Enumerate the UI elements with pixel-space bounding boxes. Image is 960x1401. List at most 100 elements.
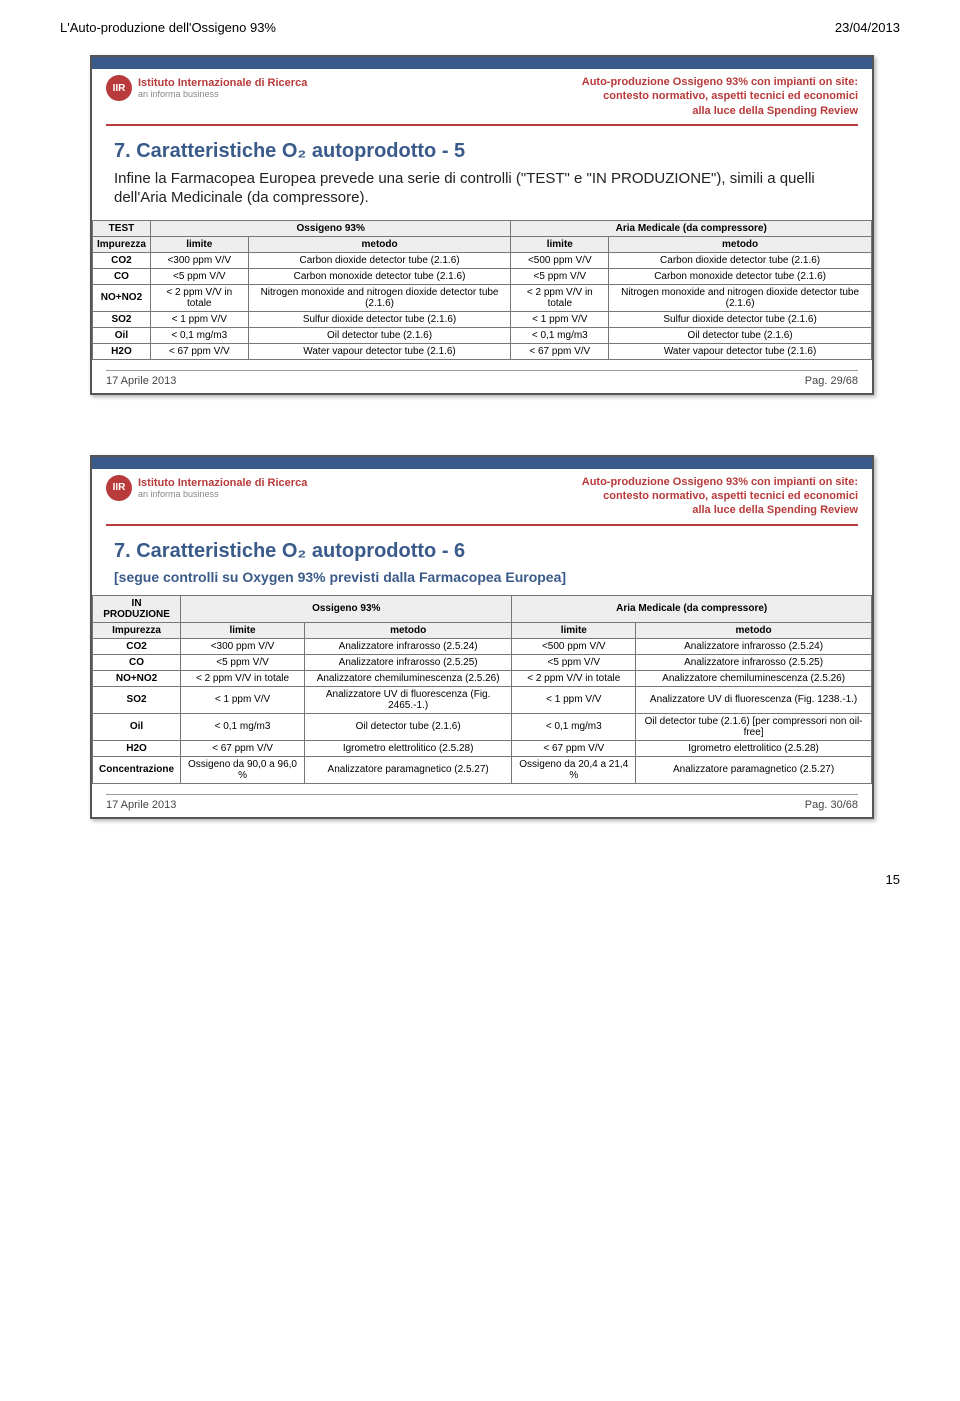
table-row: CO<5 ppm V/VCarbon monoxide detector tub… <box>93 268 872 284</box>
table-row: SO2< 1 ppm V/VSulfur dioxide detector tu… <box>93 311 872 327</box>
table-cell: Oil detector tube (2.1.6) <box>248 327 511 343</box>
slide-topbar <box>92 457 872 469</box>
table-cell: Analizzatore paramagnetico (2.5.27) <box>636 756 872 783</box>
table-cell: NO+NO2 <box>93 284 151 311</box>
footer-page: Pag. 30/68 <box>805 799 858 811</box>
col-header: Impurezza <box>93 236 151 252</box>
table-cell: < 67 ppm V/V <box>181 740 305 756</box>
table-cell: Analizzatore UV di fluorescenza (Fig. 24… <box>304 686 511 713</box>
table-cell: Carbon monoxide detector tube (2.1.6) <box>248 268 511 284</box>
logo-name: Istituto Internazionale di Ricerca <box>138 77 307 89</box>
logo-icon: IIR <box>106 475 132 501</box>
table-cell: Concentrazione <box>93 756 181 783</box>
table-row: H2O< 67 ppm V/VIgrometro elettrolitico (… <box>93 740 872 756</box>
logo-block: IIR Istituto Internazionale di Ricerca a… <box>106 75 307 101</box>
table-cell: <500 ppm V/V <box>511 252 609 268</box>
table-cell: CO <box>93 268 151 284</box>
col-group: Ossigeno 93% <box>181 595 512 622</box>
table-cell: Carbon dioxide detector tube (2.1.6) <box>609 252 872 268</box>
table-cell: Water vapour detector tube (2.1.6) <box>609 343 872 359</box>
table-cell: <300 ppm V/V <box>150 252 248 268</box>
table-cell: Igrometro elettrolitico (2.5.28) <box>636 740 872 756</box>
table-cell: CO2 <box>93 638 181 654</box>
slide-title: 7. Caratteristiche O₂ autoprodotto - 6 <box>92 526 872 569</box>
logo-sub: an informa business <box>138 489 307 499</box>
table-row: CO<5 ppm V/VAnalizzatore infrarosso (2.5… <box>93 654 872 670</box>
table-cell: Carbon dioxide detector tube (2.1.6) <box>248 252 511 268</box>
table-row: NO+NO2< 2 ppm V/V in totaleNitrogen mono… <box>93 284 872 311</box>
table-cell: Analizzatore UV di fluorescenza (Fig. 12… <box>636 686 872 713</box>
table-cell: < 2 ppm V/V in totale <box>150 284 248 311</box>
slide-topbar <box>92 57 872 69</box>
table-cell: < 0,1 mg/m3 <box>181 713 305 740</box>
table-corner: IN PRODUZIONE <box>93 595 181 622</box>
table-row: ConcentrazioneOssigeno da 90,0 a 96,0 %A… <box>93 756 872 783</box>
table-cell: Analizzatore chemiluminescenza (2.5.26) <box>304 670 511 686</box>
slide-footer: 17 Aprile 2013 Pag. 29/68 <box>92 371 872 393</box>
slide-title: 7. Caratteristiche O₂ autoprodotto - 5 <box>92 126 872 169</box>
logo-sub: an informa business <box>138 89 307 99</box>
table-cell: Analizzatore paramagnetico (2.5.27) <box>304 756 511 783</box>
footer-date: 17 Aprile 2013 <box>106 375 176 387</box>
logo-block: IIR Istituto Internazionale di Ricerca a… <box>106 475 307 501</box>
table-cell: Oil detector tube (2.1.6) <box>304 713 511 740</box>
table-cell: Analizzatore infrarosso (2.5.24) <box>304 638 511 654</box>
meta-line: contesto normativo, aspetti tecnici ed e… <box>582 89 858 103</box>
table-row: CO2<300 ppm V/VCarbon dioxide detector t… <box>93 252 872 268</box>
table-cell: <300 ppm V/V <box>181 638 305 654</box>
col-header: limite <box>512 622 636 638</box>
table-cell: SO2 <box>93 311 151 327</box>
document-header: L'Auto-produzione dell'Ossigeno 93% 23/0… <box>60 20 900 35</box>
table-cell: Sulfur dioxide detector tube (2.1.6) <box>248 311 511 327</box>
table-cell: <500 ppm V/V <box>512 638 636 654</box>
meta-line: alla luce della Spending Review <box>582 104 858 118</box>
table-cell: < 1 ppm V/V <box>181 686 305 713</box>
meta-line: contesto normativo, aspetti tecnici ed e… <box>582 489 858 503</box>
table-cell: Water vapour detector tube (2.1.6) <box>248 343 511 359</box>
table-cell: Analizzatore infrarosso (2.5.24) <box>636 638 872 654</box>
table-row: Oil< 0,1 mg/m3Oil detector tube (2.1.6)<… <box>93 327 872 343</box>
table-cell: H2O <box>93 740 181 756</box>
doc-title: L'Auto-produzione dell'Ossigeno 93% <box>60 20 276 35</box>
table-cell: < 0,1 mg/m3 <box>150 327 248 343</box>
col-group: Ossigeno 93% <box>150 220 511 236</box>
table-cell: < 67 ppm V/V <box>150 343 248 359</box>
col-header: limite <box>511 236 609 252</box>
col-header: Impurezza <box>93 622 181 638</box>
table-cell: H2O <box>93 343 151 359</box>
logo-name: Istituto Internazionale di Ricerca <box>138 477 307 489</box>
table-row: Oil< 0,1 mg/m3Oil detector tube (2.1.6)<… <box>93 713 872 740</box>
doc-date: 23/04/2013 <box>835 20 900 35</box>
page-number: 15 <box>886 872 900 887</box>
table-row: SO2< 1 ppm V/VAnalizzatore UV di fluores… <box>93 686 872 713</box>
table-cell: <5 ppm V/V <box>150 268 248 284</box>
table-cell: < 0,1 mg/m3 <box>512 713 636 740</box>
table-row: NO+NO2 < 2 ppm V/V in totaleAnalizzatore … <box>93 670 872 686</box>
slide-2: IIR Istituto Internazionale di Ricerca a… <box>90 455 874 819</box>
col-group: Aria Medicale (da compressore) <box>512 595 872 622</box>
slide-meta: Auto-produzione Ossigeno 93% con impiant… <box>582 75 858 118</box>
table-row: CO2<300 ppm V/VAnalizzatore infrarosso (… <box>93 638 872 654</box>
table-cell: < 1 ppm V/V <box>150 311 248 327</box>
slide-meta: Auto-produzione Ossigeno 93% con impiant… <box>582 475 858 518</box>
table-corner: TEST <box>93 220 151 236</box>
production-table: IN PRODUZIONE Ossigeno 93% Aria Medicale… <box>92 595 872 784</box>
footer-date: 17 Aprile 2013 <box>106 799 176 811</box>
table-cell: Sulfur dioxide detector tube (2.1.6) <box>609 311 872 327</box>
footer-page: Pag. 29/68 <box>805 375 858 387</box>
table-cell: Igrometro elettrolitico (2.5.28) <box>304 740 511 756</box>
col-header: metodo <box>609 236 872 252</box>
table-cell: Analizzatore chemiluminescenza (2.5.26) <box>636 670 872 686</box>
table-cell: NO+NO2 <box>93 670 181 686</box>
table-cell: Oil <box>93 713 181 740</box>
col-header: metodo <box>304 622 511 638</box>
table-cell: < 0,1 mg/m3 <box>511 327 609 343</box>
slide-header: IIR Istituto Internazionale di Ricerca a… <box>92 469 872 522</box>
table-cell: < 2 ppm V/V in totale <box>512 670 636 686</box>
slide-subtitle: [segue controlli su Oxygen 93% previsti … <box>92 569 872 595</box>
col-header: metodo <box>636 622 872 638</box>
table-cell: <5 ppm V/V <box>181 654 305 670</box>
meta-line: Auto-produzione Ossigeno 93% con impiant… <box>582 75 858 89</box>
table-cell: Oil detector tube (2.1.6) <box>609 327 872 343</box>
slide-header: IIR Istituto Internazionale di Ricerca a… <box>92 69 872 122</box>
